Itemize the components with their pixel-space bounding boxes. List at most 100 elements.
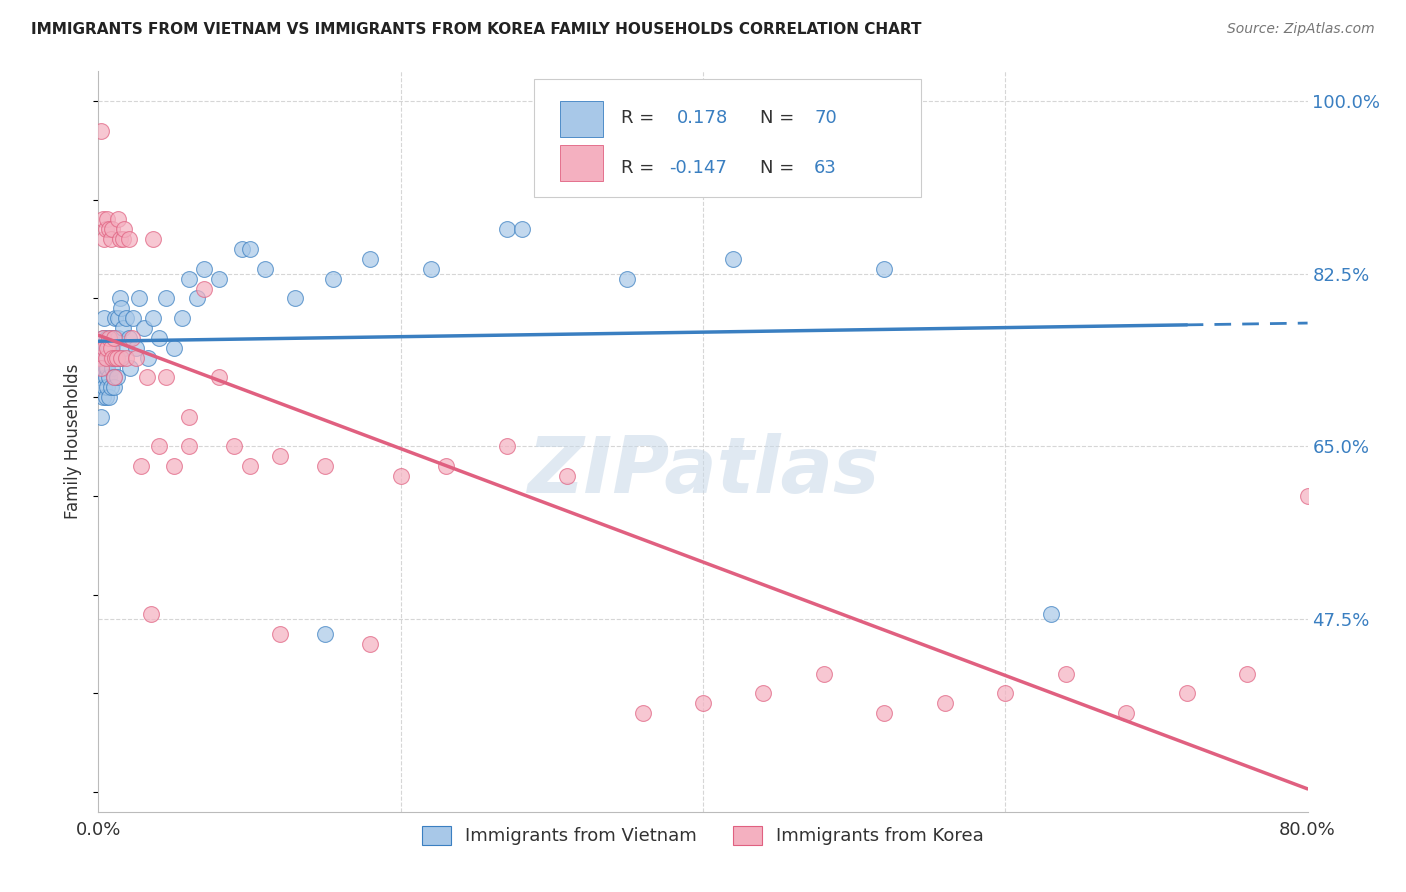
Point [91,360,114,375]
Point [103,370,125,384]
Point [122,311,145,326]
Point [93,232,115,246]
Point [142,311,165,326]
Point [269,627,291,641]
Point [118,232,141,246]
Point [420,261,443,276]
Point [93,341,115,355]
Point [141,607,163,622]
Point [100,351,122,365]
Point [163,341,186,355]
Point [314,459,336,474]
Point [90,409,112,424]
Point [107,311,129,326]
Point [322,271,344,285]
Point [89,370,111,384]
Point [112,341,135,355]
Point [934,696,956,710]
Point [752,686,775,700]
Point [179,409,201,424]
Point [91,331,114,345]
Point [101,360,124,375]
Text: 70: 70 [814,109,837,127]
Point [495,440,517,454]
Point [1054,666,1077,681]
Point [100,232,122,246]
Point [94,351,117,365]
Point [434,459,457,474]
Point [1115,706,1137,720]
Point [98,341,121,355]
Point [110,351,132,365]
Point [179,440,201,454]
Point [107,331,129,345]
Point [100,380,122,394]
Point [96,351,118,365]
Point [94,222,117,236]
Point [100,331,122,345]
Point [186,292,208,306]
Point [873,706,896,720]
Point [129,459,152,474]
Point [994,686,1017,700]
Point [104,351,127,365]
Legend: Immigrants from Vietnam, Immigrants from Korea: Immigrants from Vietnam, Immigrants from… [413,817,993,855]
Point [114,351,136,365]
Point [94,360,117,375]
Point [269,450,291,464]
FancyBboxPatch shape [534,78,921,197]
Point [389,469,412,483]
Point [103,370,125,384]
Point [1296,489,1319,503]
Point [155,292,177,306]
Point [136,351,159,365]
Point [93,380,115,394]
Point [155,370,177,384]
Point [108,232,131,246]
Point [105,351,128,365]
Text: 0.178: 0.178 [676,109,728,127]
Text: 63: 63 [814,159,837,177]
Point [103,331,125,345]
Point [125,351,148,365]
Point [104,311,127,326]
Point [101,341,124,355]
Point [253,261,276,276]
Point [135,370,157,384]
Point [101,351,124,365]
Point [112,222,135,236]
Point [90,360,112,375]
Point [314,627,336,641]
Point [111,321,134,335]
Point [89,351,111,365]
FancyBboxPatch shape [561,145,603,181]
Text: R =: R = [621,159,659,177]
Point [120,360,142,375]
Point [94,390,117,404]
Point [148,440,170,454]
Point [107,212,129,227]
Text: ZIPatlas: ZIPatlas [527,434,879,509]
Point [98,390,121,404]
Text: R =: R = [621,109,659,127]
Point [692,696,714,710]
Y-axis label: Family Households: Family Households [65,364,83,519]
Point [179,271,201,285]
Point [96,380,118,394]
Point [510,222,533,236]
Point [360,252,382,266]
Point [100,341,122,355]
Point [91,212,114,227]
Point [101,222,124,236]
Point [231,242,253,256]
Point [142,232,165,246]
Point [110,301,132,316]
Point [96,360,118,375]
Point [114,311,136,326]
Point [96,212,118,227]
Point [98,370,121,384]
Point [93,311,115,326]
Point [148,331,170,345]
Point [239,459,262,474]
Point [1039,607,1062,622]
